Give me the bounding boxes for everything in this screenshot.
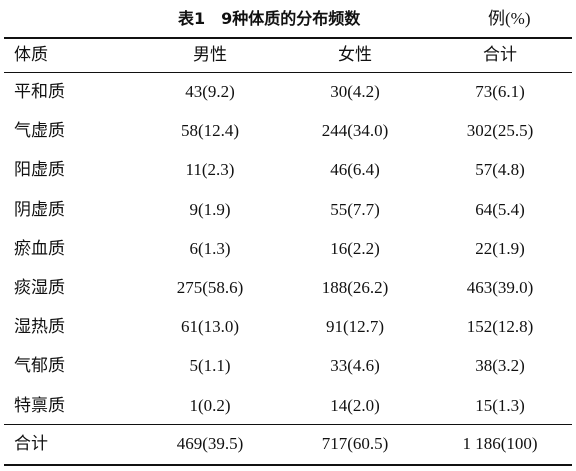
cell: 9(1.9) (189, 199, 231, 219)
row-label: 湿热质 (14, 317, 65, 337)
cell: 58(12.4) (180, 121, 240, 141)
cell: 6(1.3) (189, 238, 231, 258)
row-label: 痰湿质 (14, 278, 65, 297)
row-label: 阳虚质 (14, 160, 65, 180)
cell: 73(6.1) (475, 82, 525, 101)
cell: 16(2.2) (330, 238, 380, 258)
row-label: 平和质 (14, 82, 65, 101)
cell: 302(25.5) (466, 121, 534, 141)
cell: 43(9.2) (185, 82, 235, 101)
cell: 152(12.8) (466, 317, 534, 337)
cell: 55(7.7) (330, 199, 380, 219)
cell: 57(4.8) (475, 160, 525, 180)
cell: 463(39.0) (466, 278, 534, 297)
total-cell: 469(39.5) (176, 434, 244, 453)
column-header: 女性 (338, 45, 372, 64)
column-header: 男性 (193, 45, 227, 64)
cell: 38(3.2) (475, 356, 525, 376)
cell: 22(1.9) (475, 238, 525, 258)
cell: 188(26.2) (321, 278, 389, 297)
cell: 14(2.0) (330, 395, 380, 415)
row-label: 阴虚质 (14, 199, 65, 219)
row-label: 气郁质 (14, 356, 65, 376)
bottom-rule (4, 464, 572, 466)
header-rule (4, 72, 572, 73)
cell: 61(13.0) (180, 317, 240, 337)
total-cell: 1 186(100) (462, 434, 538, 453)
cell: 33(4.6) (330, 356, 380, 376)
cell: 244(34.0) (321, 121, 389, 141)
cell: 5(1.1) (189, 356, 231, 376)
total-rule (4, 424, 572, 425)
cell: 30(4.2) (330, 82, 380, 101)
table-unit: 例(%) (488, 9, 531, 28)
cell: 64(5.4) (475, 199, 525, 219)
row-label: 气虚质 (14, 121, 65, 141)
cell: 91(12.7) (325, 317, 385, 337)
total-label: 合计 (14, 434, 48, 453)
total-cell: 717(60.5) (321, 434, 389, 453)
row-label: 特禀质 (14, 395, 65, 415)
cell: 15(1.3) (475, 395, 525, 415)
cell: 275(58.6) (176, 278, 244, 297)
cell: 11(2.3) (185, 160, 235, 180)
row-label: 瘀血质 (14, 238, 65, 258)
top-rule (4, 37, 572, 39)
table-title: 表1 9种体质的分布频数 (178, 9, 361, 28)
cell: 46(6.4) (330, 160, 380, 180)
cell: 1(0.2) (189, 395, 231, 415)
column-header: 合计 (483, 45, 517, 64)
column-header: 体质 (14, 45, 48, 64)
